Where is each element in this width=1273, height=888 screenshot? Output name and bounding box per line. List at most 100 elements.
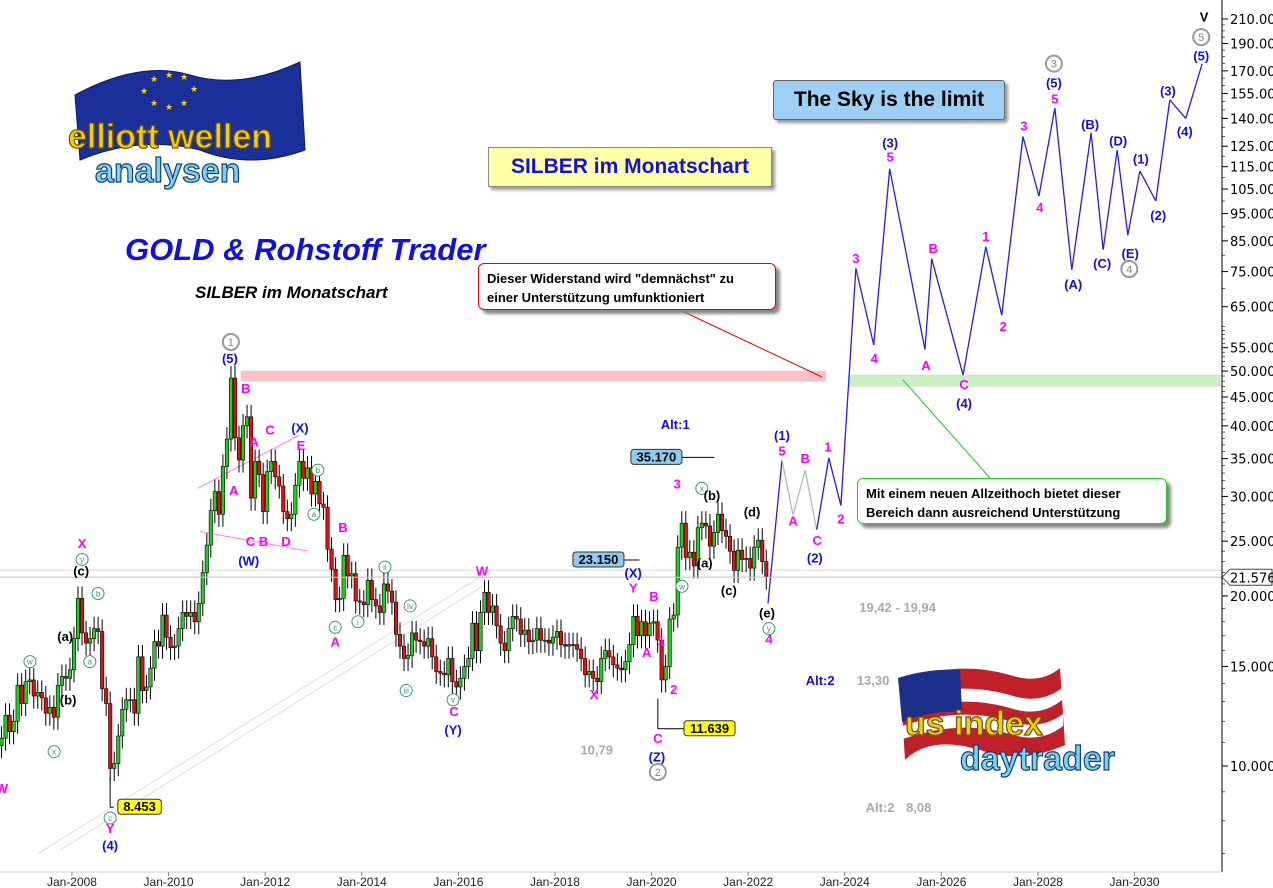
y-tick-label: 190.000 [1230,38,1273,53]
candle [192,612,197,623]
candle [518,618,523,635]
wave-label: (a) [57,629,73,644]
trader-title: GOLD & Rohstoff Trader [125,232,486,267]
candle [506,628,511,651]
candle [76,598,81,640]
wave-label: W [0,781,9,796]
candle [373,599,378,607]
candle [152,641,157,669]
wave-label: D [281,534,290,549]
candle [530,639,535,642]
wave-label: B [800,451,809,466]
wave-label-circle [221,332,240,351]
candle [176,628,181,647]
projection-segment [1155,99,1171,202]
projection-segment [840,268,857,506]
wave-label: (b) [60,693,77,708]
candle [361,601,366,605]
projection-segment [924,258,933,350]
wave-annotation: Alt:2 [866,800,895,815]
candle [398,634,403,647]
candle [325,506,330,550]
candle [695,527,700,567]
candle [563,644,568,647]
projection-segment [1127,170,1141,236]
candle [655,621,660,641]
wave-label: (X) [625,566,642,581]
wave-label: v [451,696,455,705]
candle [216,491,221,515]
price-tag-label: 23.150 [579,552,619,567]
wave-annotation: 10,79 [580,742,613,757]
candle [128,699,133,702]
candle [321,503,326,508]
wave-label: B [338,520,347,535]
wave-label-circle [399,684,413,698]
y-tick-label: 35.000 [1230,453,1273,468]
candle [667,618,672,667]
wave-label: w [26,658,33,667]
projection-segment [873,168,891,346]
candle [752,546,757,569]
candle [494,605,499,627]
candle [587,671,592,676]
candle [764,561,769,578]
red-callout-pointer [679,309,823,378]
candle [623,661,628,671]
candle [353,573,358,602]
candle [261,474,266,512]
projection-segment [1054,108,1073,271]
candle [349,573,354,577]
candle [442,672,447,676]
wave-label: Alt:2 [806,673,835,688]
y-tick-label: 95.000 [1230,208,1273,223]
wave-label: (a) [697,556,713,571]
x-tick-label: Jan-2012 [240,875,290,888]
candle [232,377,237,439]
wave-label-circle [1120,259,1139,278]
triangle-line [197,434,300,489]
candle [3,714,8,739]
candle [550,636,555,644]
candle [470,622,475,659]
candles [0,366,769,782]
candle [679,522,684,548]
price-tag-label: 11.639 [690,721,729,736]
candle [631,616,636,645]
svg-text:★: ★ [165,71,173,81]
wave-label: 2 [837,512,844,527]
candle [591,671,596,679]
sky-is-the-limit-box: The Sky is the limit [773,80,1005,120]
candle [35,692,40,697]
y-tick-label: 210.000 [1230,13,1273,28]
wave-label: A [642,645,652,660]
y-tick-label: 20.000 [1230,590,1273,605]
candle [309,467,314,495]
candle [285,511,290,519]
wave-label: E [297,438,306,453]
wave-label: A [229,483,239,498]
projection-segment [931,258,964,376]
candle [643,621,648,637]
projection-segment [1071,132,1092,271]
candle [196,603,201,623]
wave-label: 5 [1198,32,1204,44]
candle [200,572,205,604]
wave-label: (5) [1046,76,1062,91]
wave-label-circle [403,599,417,613]
candle [486,591,491,613]
candle [426,638,431,647]
candle [744,558,749,560]
candle [711,532,716,547]
wave-label: 3 [1051,59,1057,71]
projection-segment [985,246,1003,316]
candle [627,644,632,662]
y-tick-label: 45.000 [1230,391,1273,406]
candle [498,625,503,644]
wave-label: C [653,731,663,746]
wave-label: B [241,381,250,396]
current-price-label: 21.576 [1230,571,1273,586]
candle [188,612,193,617]
candle [253,461,258,499]
candle [720,513,725,531]
